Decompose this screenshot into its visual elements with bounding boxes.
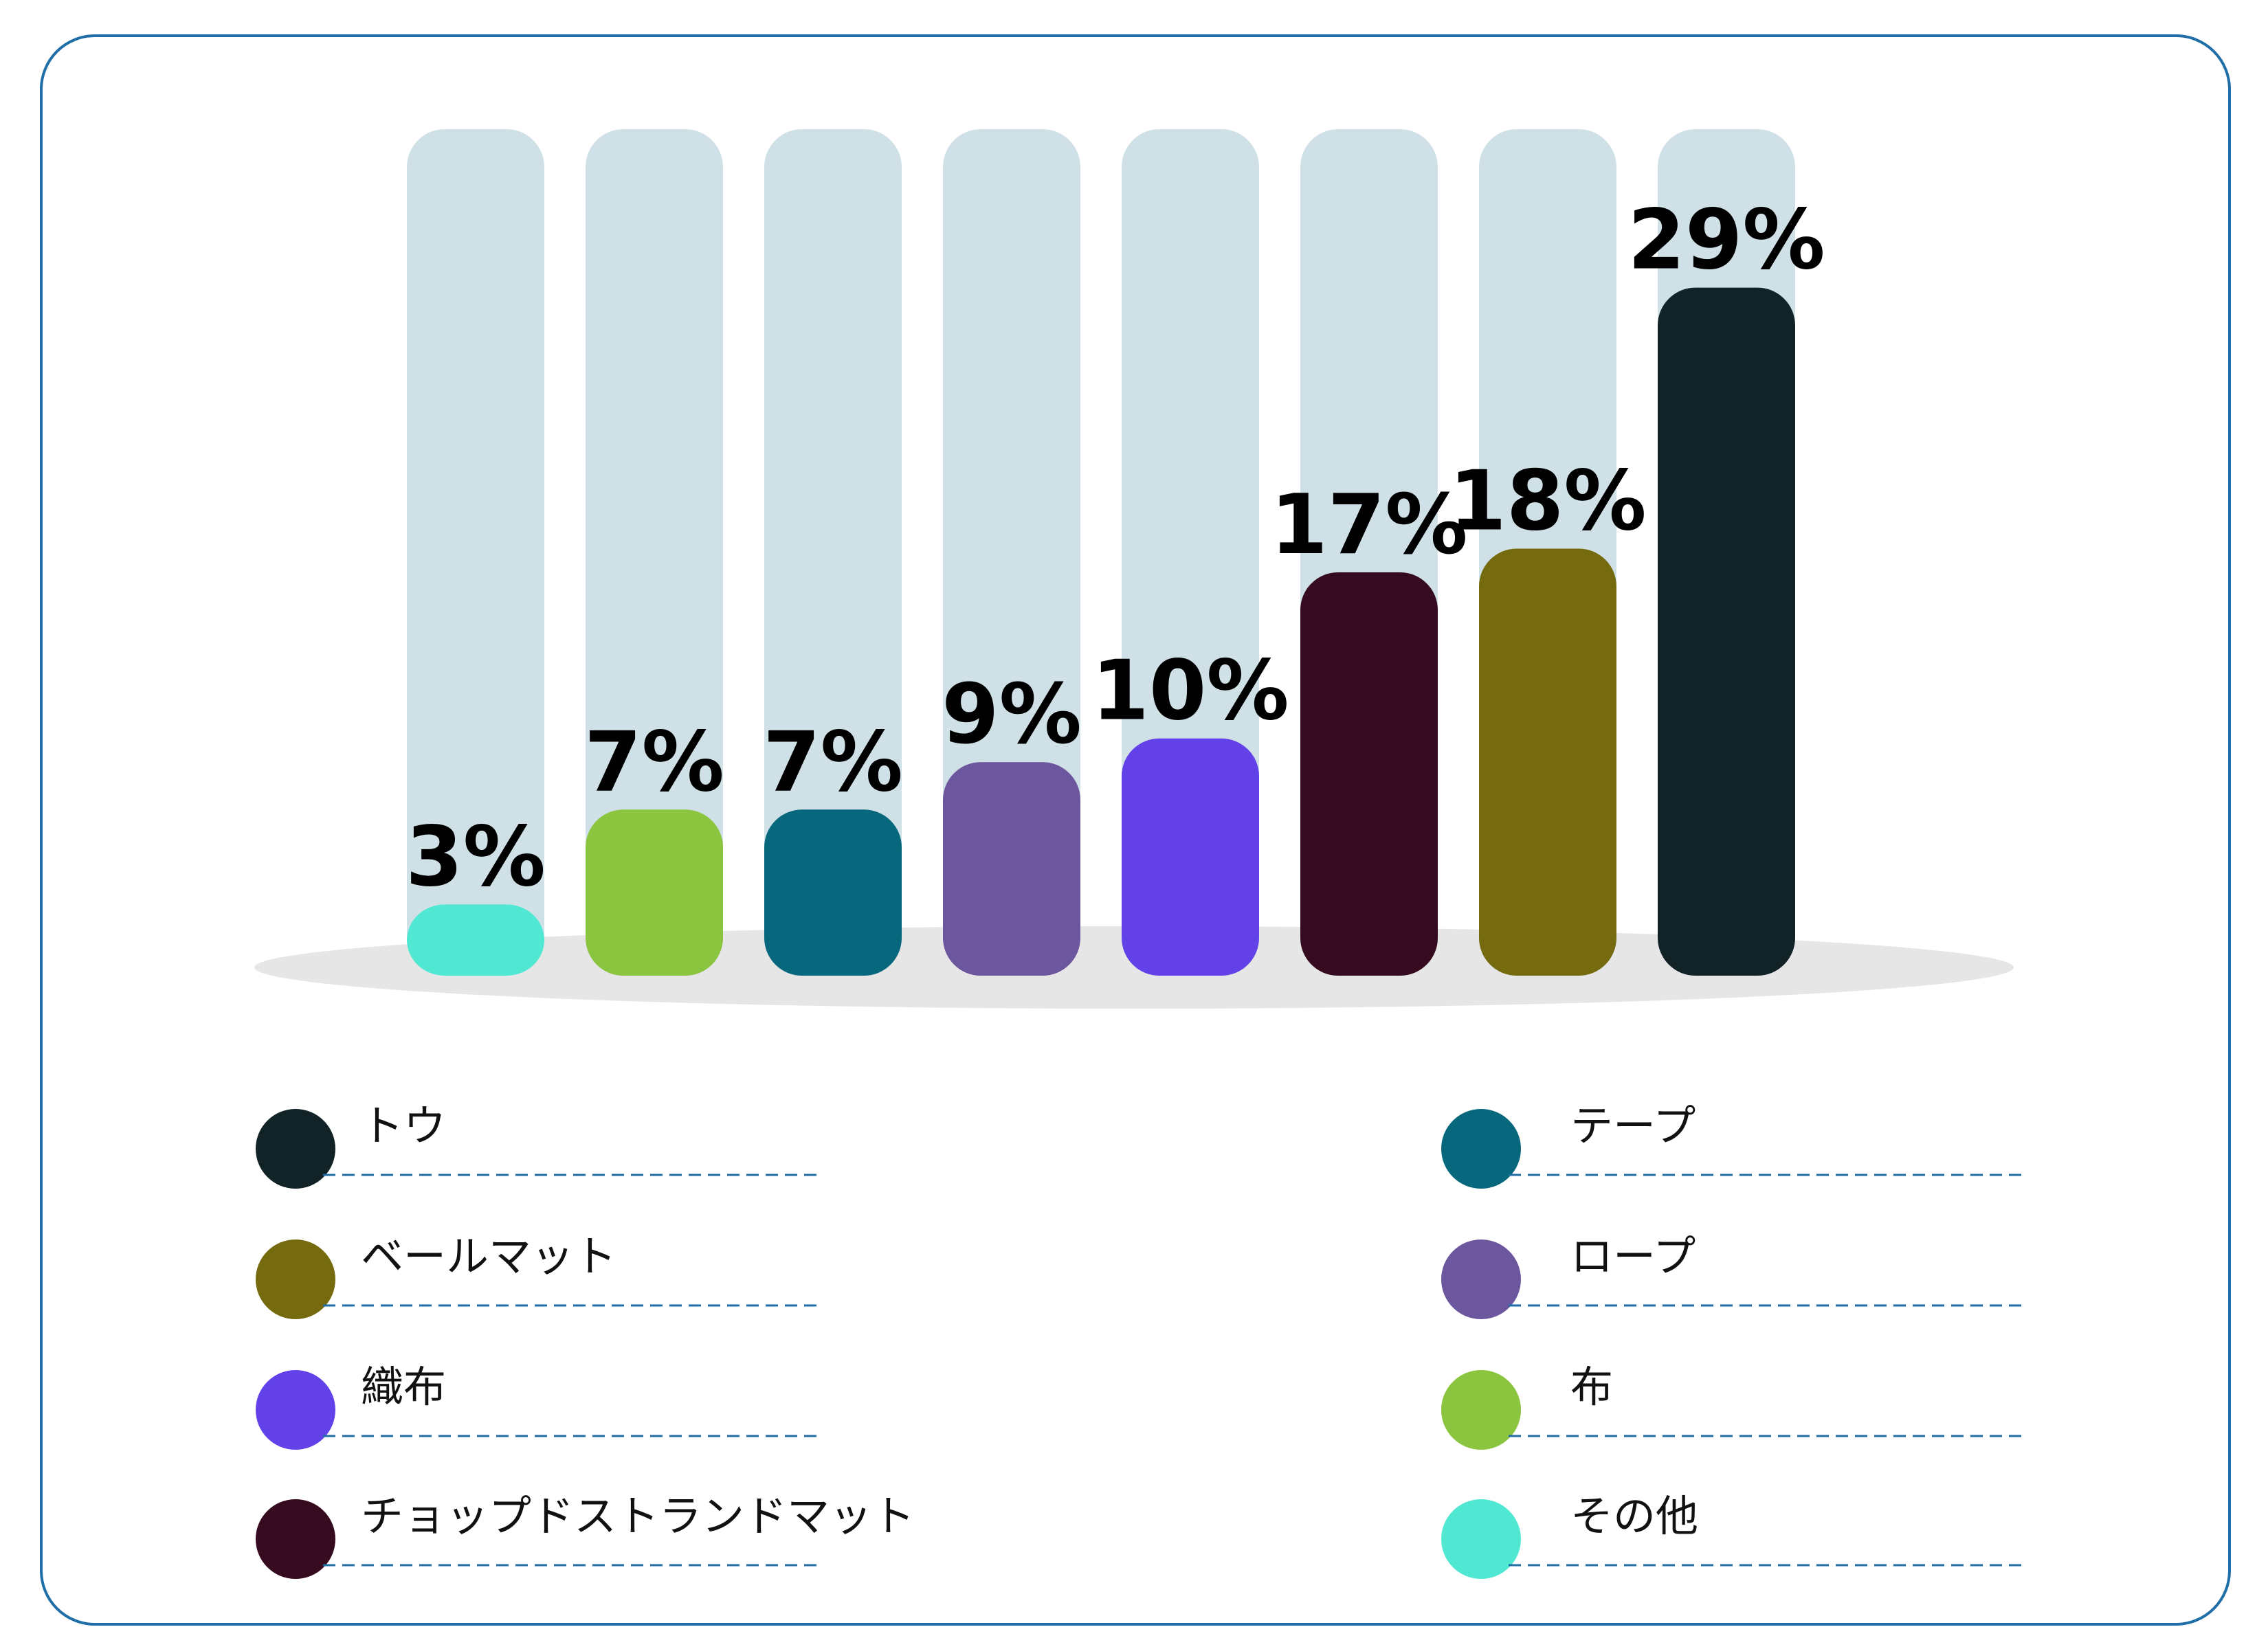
bar: [1479, 548, 1616, 976]
legend-swatch: [1441, 1499, 1521, 1579]
bars: [407, 287, 1795, 976]
legend-label: トウ: [361, 1101, 446, 1151]
bar-track: [764, 129, 902, 976]
data-label: 18%: [1449, 453, 1646, 549]
chart-frame: [40, 34, 2231, 1626]
bar: [1658, 287, 1795, 976]
bar: [407, 904, 544, 976]
legend-swatch: [1441, 1109, 1521, 1189]
legend-label: ロープ: [1570, 1231, 1696, 1281]
legend-label: その他: [1570, 1491, 1698, 1541]
legend-label: 布: [1570, 1362, 1613, 1412]
data-label: 3%: [405, 809, 546, 905]
bar: [1300, 572, 1438, 976]
legend-swatch: [256, 1499, 335, 1579]
legend-label: 織布: [361, 1362, 446, 1412]
bar: [943, 762, 1080, 976]
legend-label: ベールマット: [361, 1231, 616, 1281]
legend-swatch: [1441, 1239, 1521, 1319]
data-label: 7%: [584, 715, 724, 810]
legend-label: テープ: [1570, 1101, 1696, 1151]
data-label: 9%: [942, 667, 1082, 763]
bar: [1122, 738, 1259, 976]
data-label: 10%: [1091, 644, 1289, 739]
bar-track: [586, 129, 723, 976]
legend-swatch: [256, 1370, 335, 1450]
legend-swatch: [1441, 1370, 1521, 1450]
value-labels: 3% 7% 7% 9% 10% 17%18% 29%: [405, 193, 1825, 906]
data-label: 17%: [1270, 478, 1467, 573]
bar: [764, 809, 902, 976]
data-label: 29%: [1627, 193, 1825, 289]
bar-track: [407, 129, 544, 976]
data-label: 7%: [763, 715, 903, 810]
legend-swatch: [256, 1239, 335, 1319]
bar: [586, 809, 723, 976]
legend-label: チョップドストランドマット: [361, 1491, 915, 1541]
legend-swatch: [256, 1109, 335, 1189]
